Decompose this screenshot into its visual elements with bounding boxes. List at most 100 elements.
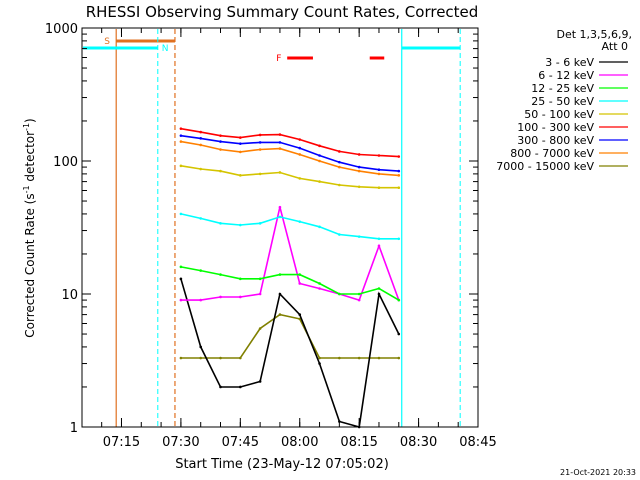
series-point <box>298 138 302 141</box>
series-point <box>239 385 242 389</box>
series-point <box>258 327 262 330</box>
series-point <box>258 277 262 281</box>
series-point <box>258 380 262 383</box>
series-point <box>239 136 242 139</box>
flare-label: F <box>276 54 281 64</box>
series-point <box>179 140 183 143</box>
series-point <box>239 277 242 281</box>
series-point <box>377 356 381 360</box>
series-point <box>338 356 341 360</box>
series-point <box>179 134 183 137</box>
x-axis: 07:15 07:30 07:45 08:00 08:15 08:30 08:45 <box>101 28 497 450</box>
series-point <box>377 237 381 241</box>
series-point <box>199 345 203 349</box>
series-point <box>318 287 321 290</box>
series-point <box>318 154 321 157</box>
legend-entry-label: 300 - 800 keV <box>517 134 594 147</box>
timestamp: 21-Oct-2021 20:33 <box>560 468 636 477</box>
series-point <box>377 292 381 296</box>
series-point <box>377 172 381 176</box>
series-point <box>199 356 203 360</box>
saa-label: S <box>104 37 110 47</box>
legend-entry-label: 25 - 50 keV <box>531 95 594 108</box>
series-point <box>318 144 321 148</box>
y-tick-label: 100 <box>53 155 78 170</box>
series-point <box>199 167 203 171</box>
series-point <box>298 153 302 156</box>
series-point <box>318 356 321 360</box>
series-point <box>357 153 361 156</box>
legend-entry-label: 800 - 7000 keV <box>510 147 594 160</box>
series-point <box>179 212 183 216</box>
series-point <box>239 295 242 299</box>
series-point <box>298 146 302 150</box>
series-point <box>298 282 302 285</box>
series-point <box>258 133 262 137</box>
series-point <box>377 287 381 290</box>
series-point <box>357 169 361 173</box>
x-tick-label: 07:30 <box>162 435 199 450</box>
series-line <box>180 134 399 172</box>
series-line <box>180 206 400 302</box>
series-point <box>377 154 381 157</box>
series-line <box>180 140 399 177</box>
y-axis-label: Corrected Count Rate (s-1 detector-1) <box>22 118 37 337</box>
night-label: N <box>162 44 169 54</box>
series-point <box>219 140 222 143</box>
series-point <box>397 298 401 302</box>
series-point <box>318 225 321 229</box>
series-point <box>278 171 282 174</box>
series-point <box>377 244 381 248</box>
series-point <box>278 292 282 296</box>
legend-header-detectors: Det 1,3,5,6,9, <box>556 28 632 41</box>
series-point <box>397 155 401 158</box>
series-point <box>219 356 222 360</box>
series-line <box>180 127 399 158</box>
series-point <box>338 165 341 169</box>
series-line <box>180 165 399 189</box>
series-point <box>239 356 242 360</box>
series-point <box>219 295 222 299</box>
series-point <box>377 186 381 189</box>
series-point <box>219 273 222 276</box>
x-tick-label: 07:15 <box>103 435 140 450</box>
legend-entry-label: 50 - 100 keV <box>524 108 594 121</box>
legend-entry-label: 12 - 25 keV <box>531 82 594 95</box>
series-point <box>219 148 222 151</box>
series-point <box>278 147 282 150</box>
series-point <box>179 164 183 168</box>
series-point <box>338 233 341 236</box>
x-tick-label: 08:15 <box>340 435 377 450</box>
series-point <box>278 215 282 219</box>
x-tick-label: 08:00 <box>281 435 318 450</box>
series-point <box>357 235 361 238</box>
legend-entry-label: 3 - 6 keV <box>545 56 594 69</box>
legend-header-attenuator: Att 0 <box>602 40 628 53</box>
series-point <box>179 277 183 281</box>
series-point <box>278 133 282 136</box>
series-point <box>179 127 183 130</box>
series-point <box>298 177 302 180</box>
series-point <box>199 298 203 302</box>
plot-frame <box>81 27 479 428</box>
series-point <box>278 141 282 144</box>
series-point <box>219 134 222 137</box>
series-point <box>199 217 203 220</box>
series-point <box>219 169 222 173</box>
series-point <box>199 143 203 147</box>
series-line <box>180 313 399 359</box>
series-point <box>199 130 203 134</box>
series-point <box>357 298 361 302</box>
series-point <box>199 137 203 140</box>
series-point <box>239 142 242 145</box>
series-point <box>239 174 242 177</box>
series-line <box>180 278 400 429</box>
x-tick-label: 07:45 <box>222 435 259 450</box>
series-point <box>239 223 242 227</box>
series-point <box>377 168 381 172</box>
series-line <box>180 213 399 240</box>
series-point <box>357 165 361 169</box>
series-point <box>338 292 341 296</box>
y-tick-label: 1000 <box>45 22 78 37</box>
